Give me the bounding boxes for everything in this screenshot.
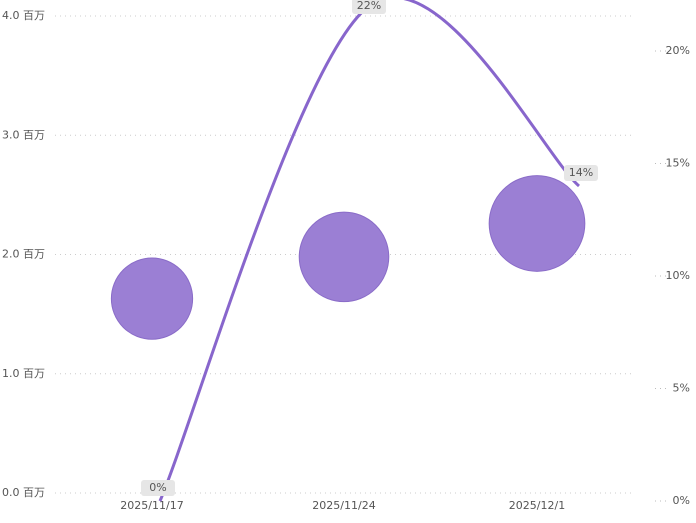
y-tick-label: 0.0 百万 xyxy=(2,486,45,499)
y2-tick-label: 0% xyxy=(673,494,690,507)
y2-tick-label: 5% xyxy=(673,382,690,395)
y-tick-label: 1.0 百万 xyxy=(2,367,45,380)
y2-tick-label: 20% xyxy=(666,44,690,57)
y2-tick-label: 15% xyxy=(666,157,690,170)
bubble xyxy=(298,211,390,303)
data-label-bg xyxy=(564,165,598,181)
y-tick-label: 2.0 百万 xyxy=(2,248,45,261)
line xyxy=(158,0,580,502)
data-label-bg xyxy=(141,480,175,496)
data-label: 22% xyxy=(352,0,386,14)
data-label: 0% xyxy=(141,480,175,496)
data-label-text: 14% xyxy=(569,166,593,179)
x-tick-label: 2025/11/17 xyxy=(120,499,183,512)
data-label: 14% xyxy=(564,165,598,181)
bubble xyxy=(110,257,194,340)
data-label-text: 22% xyxy=(357,0,381,12)
x-tick-label: 2025/12/1 xyxy=(509,499,565,512)
y2-tick-label: 10% xyxy=(666,269,690,282)
y-tick-label: 4.0 百万 xyxy=(2,9,45,22)
y-tick-label: 3.0 百万 xyxy=(2,128,45,141)
bubble xyxy=(488,175,586,272)
data-label-bg xyxy=(352,0,386,14)
data-label-text: 0% xyxy=(149,481,166,494)
x-tick-label: 2025/11/24 xyxy=(312,499,375,512)
